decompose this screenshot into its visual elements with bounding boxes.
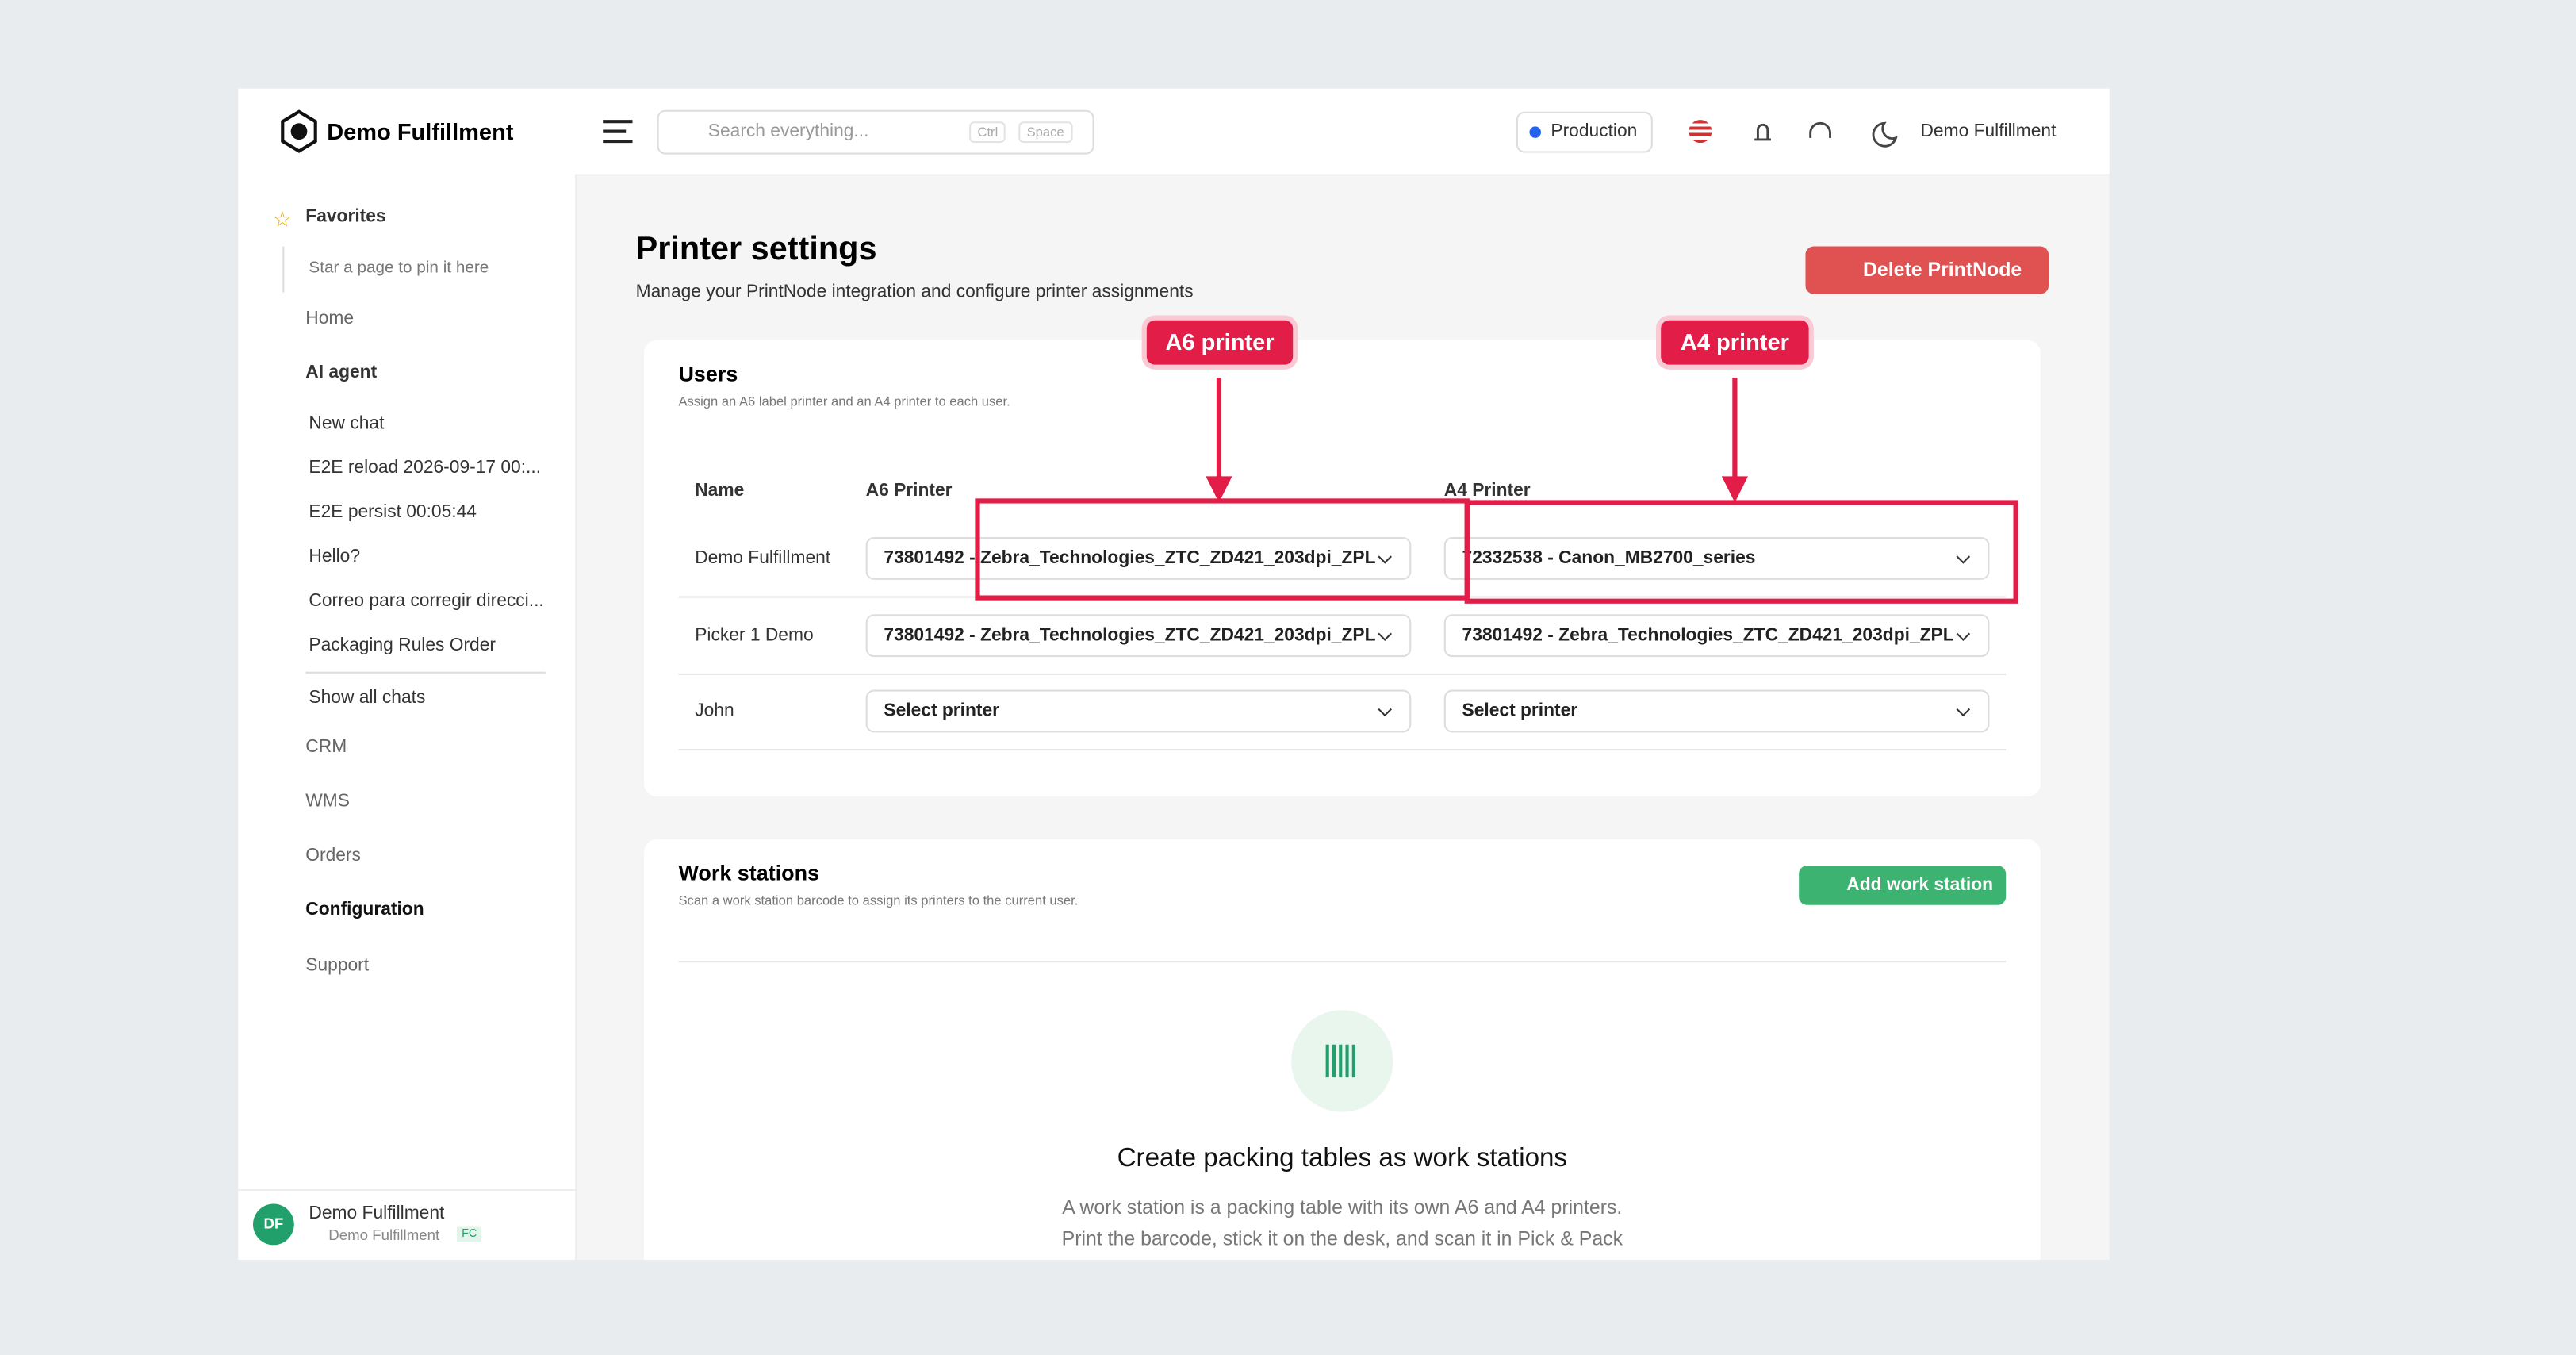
- nav-line: [282, 246, 285, 293]
- barcode-icon: [1291, 1010, 1393, 1112]
- empty-title: Create packing tables as work stations: [1117, 1144, 1568, 1173]
- a6-select[interactable]: 73801492 - Zebra_Technologies_ZTC_ZD421_…: [865, 613, 1412, 657]
- nav-item[interactable]: CRM: [305, 737, 347, 758]
- header-icons: [1754, 121, 1898, 148]
- divider: [238, 1188, 575, 1191]
- show-all-chats[interactable]: Show all chats: [309, 688, 426, 708]
- user-name: John: [695, 701, 734, 721]
- nav-item[interactable]: Configuration: [305, 900, 424, 920]
- card-title: Users: [678, 361, 738, 386]
- star-icon: ☆: [272, 206, 292, 232]
- chat-item[interactable]: Correo para corregir direcci...: [309, 591, 544, 612]
- col-header: Name: [695, 481, 745, 501]
- account-org: Demo Fulfillment: [328, 1226, 440, 1244]
- account-name: Demo Fulfillment: [309, 1203, 445, 1224]
- env-dot: [1529, 126, 1541, 138]
- annotation: A4 printer: [1661, 320, 1809, 365]
- favorites-empty: Star a page to pin it here: [309, 259, 489, 278]
- chat-item[interactable]: New chat: [309, 413, 385, 434]
- env: Production: [1551, 121, 1638, 142]
- sidebar: [238, 174, 577, 1260]
- key: Space: [1018, 121, 1072, 144]
- nav-home[interactable]: Home: [305, 309, 355, 329]
- divider: [305, 671, 546, 674]
- avatar: DF: [252, 1203, 294, 1246]
- search[interactable]: [657, 109, 1094, 155]
- flag[interactable]: [1689, 120, 1712, 144]
- col-header: A6 Printer: [865, 481, 953, 501]
- card-title: Work stations: [678, 860, 820, 885]
- a6-select[interactable]: Select printer: [865, 689, 1412, 733]
- nav-item[interactable]: Orders: [305, 846, 361, 866]
- user-name: Picker 1 Demo: [695, 624, 814, 645]
- chat-item[interactable]: E2E persist 00:05:44: [309, 502, 477, 523]
- card-subtitle: Scan a work station barcode to assign it…: [678, 893, 1079, 908]
- key: Ctrl: [969, 121, 1006, 144]
- row-divider: [678, 749, 2007, 751]
- brand: Demo Fulfillment: [327, 118, 514, 145]
- empty-text: Print the barcode, stick it on the desk,…: [1061, 1226, 1623, 1250]
- empty-text: A work station is a packing table with i…: [1062, 1196, 1623, 1219]
- col-header: A4 Printer: [1443, 481, 1531, 501]
- nav-favorites[interactable]: Favorites: [305, 206, 386, 227]
- a4-select[interactable]: 72332538 - Canon_MB2700_series: [1443, 536, 1990, 580]
- chat-item[interactable]: E2E reload 2026-09-17 00:...: [309, 458, 542, 478]
- nav-item[interactable]: Support: [305, 955, 370, 976]
- user-menu[interactable]: Demo Fulfillment: [1920, 121, 2057, 142]
- a4-select[interactable]: 73801492 - Zebra_Technologies_ZTC_ZD421_…: [1443, 613, 1990, 657]
- a4-select[interactable]: Select printer: [1443, 689, 1990, 733]
- search-placeholder: Search everything...: [707, 121, 869, 142]
- page-subtitle: Manage your PrintNode integration and co…: [635, 282, 1194, 302]
- a6-select[interactable]: 73801492 - Zebra_Technologies_ZTC_ZD421_…: [865, 536, 1412, 580]
- chat-item[interactable]: Hello?: [309, 547, 361, 567]
- nav-ai-agent[interactable]: AI agent: [305, 363, 378, 383]
- topbar: [238, 88, 2110, 176]
- logo: [281, 109, 317, 153]
- nav-item[interactable]: WMS: [305, 791, 350, 812]
- delete-button[interactable]: Delete PrintNode: [1805, 246, 2049, 294]
- card-subtitle: Assign an A6 label printer and an A4 pri…: [678, 393, 1010, 409]
- add-button[interactable]: Add work station: [1799, 866, 2007, 905]
- menu-toggle[interactable]: [601, 118, 634, 144]
- divider: [678, 961, 2007, 963]
- chat-item[interactable]: Packaging Rules Order: [309, 635, 496, 656]
- annotation: A6 printer: [1146, 320, 1294, 365]
- row-divider: [678, 672, 2007, 674]
- env-pill[interactable]: [1516, 111, 1653, 153]
- badge: FC: [456, 1226, 482, 1242]
- user-name: Demo Fulfillment: [695, 548, 831, 569]
- page-title: Printer settings: [635, 231, 877, 268]
